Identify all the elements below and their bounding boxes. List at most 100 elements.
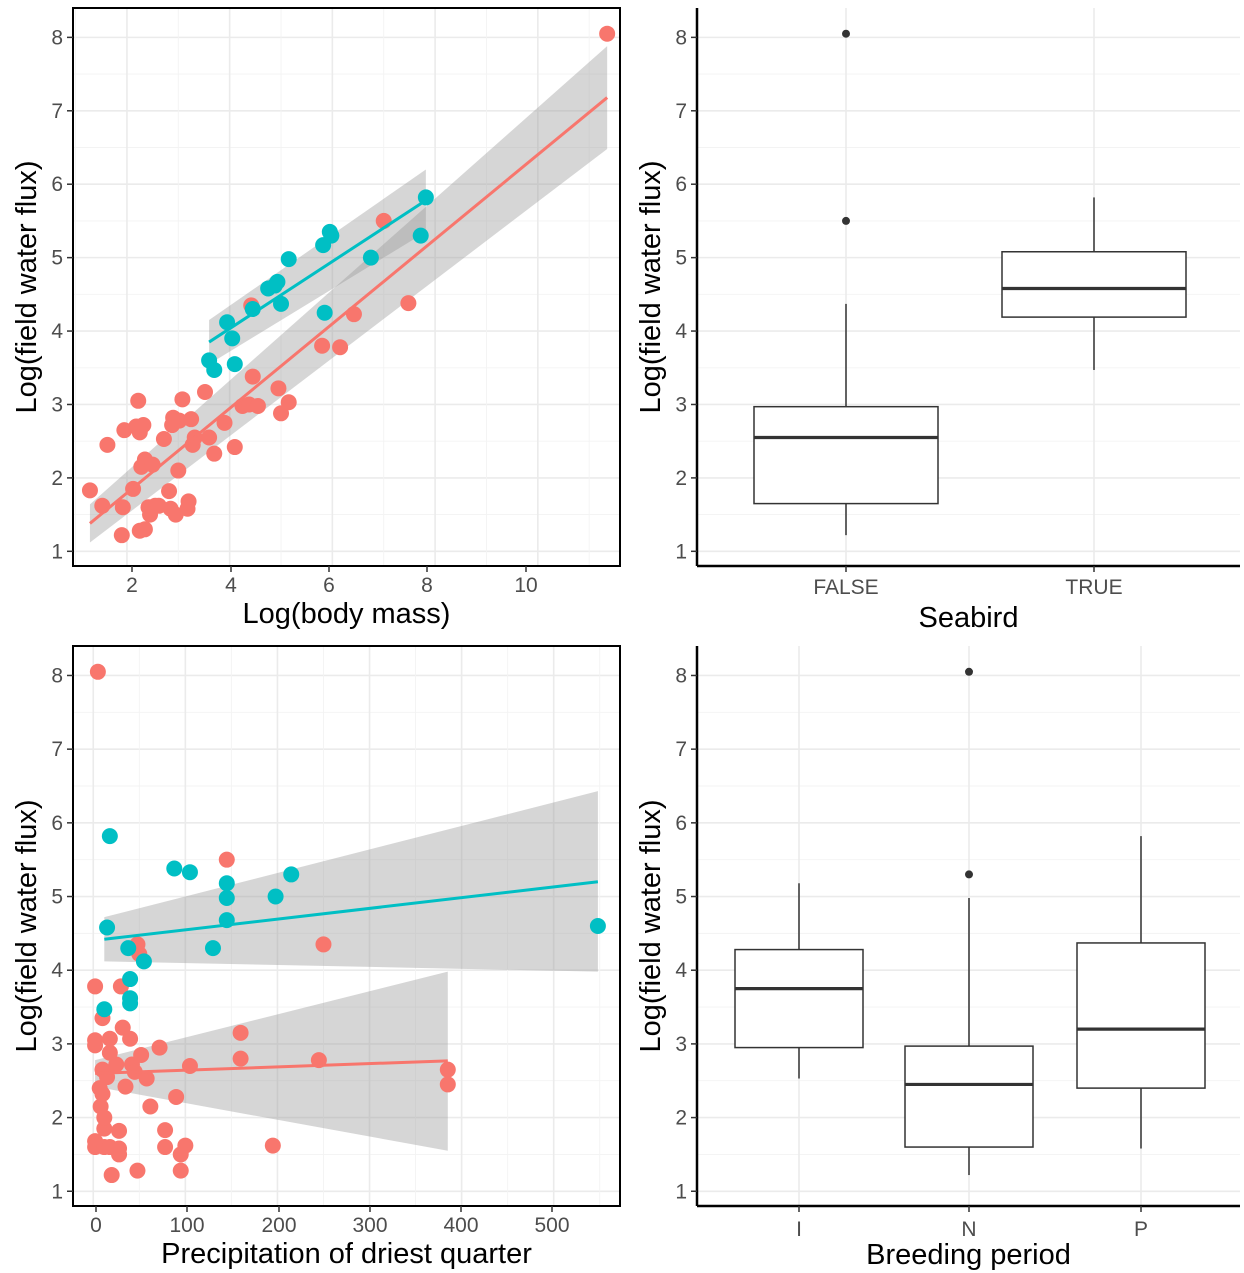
y-axis-title: Log(field water flux) <box>635 799 667 1052</box>
data-point <box>111 1140 128 1157</box>
y-axis-title: Log(field water flux) <box>11 160 43 413</box>
y-tick-label: 3 <box>51 1033 63 1056</box>
data-point <box>218 875 235 892</box>
data-point <box>157 1122 174 1139</box>
data-point <box>283 866 300 883</box>
x-tick-label: 500 <box>534 1214 569 1237</box>
y-tick-label: 6 <box>675 173 687 196</box>
data-point <box>232 1024 249 1041</box>
data-point <box>117 1078 134 1095</box>
interquartile-box <box>753 405 939 505</box>
data-point <box>113 527 130 544</box>
category-label: FALSE <box>813 576 878 599</box>
y-tick-label: 5 <box>51 247 63 270</box>
y-tick-label: 5 <box>51 886 63 909</box>
y-tick-label: 6 <box>675 812 687 835</box>
data-point <box>206 361 223 378</box>
y-tick-label: 6 <box>51 173 63 196</box>
data-point <box>264 1137 281 1154</box>
data-point <box>120 940 137 957</box>
y-tick-label: 7 <box>51 738 63 761</box>
y-tick-label: 8 <box>51 26 63 49</box>
series-points <box>96 828 606 1018</box>
x-tick-label: 200 <box>261 1214 296 1237</box>
interquartile-box <box>1076 942 1206 1089</box>
interquartile-box <box>734 948 864 1049</box>
confidence-band <box>104 791 598 972</box>
y-tick-label: 3 <box>51 393 63 416</box>
y-tick-label: 8 <box>51 664 63 687</box>
data-point <box>101 828 118 845</box>
y-tick-label: 5 <box>675 886 687 909</box>
data-point <box>155 430 172 447</box>
data-point <box>101 1044 118 1061</box>
y-tick-label: 3 <box>675 393 687 416</box>
data-point <box>226 356 243 373</box>
data-point <box>244 368 261 385</box>
data-point <box>226 439 243 456</box>
y-tick-label: 4 <box>51 959 63 982</box>
data-point <box>345 306 362 323</box>
data-point <box>412 227 429 244</box>
data-point <box>151 1039 168 1056</box>
data-point <box>174 391 191 408</box>
x-axis-title: Seabird <box>919 602 1019 634</box>
data-point <box>273 295 290 312</box>
panel-border <box>72 7 621 567</box>
data-point <box>439 1076 456 1093</box>
data-point <box>103 1167 120 1184</box>
data-point <box>89 663 106 680</box>
data-point <box>114 499 131 516</box>
data-point <box>129 1162 146 1179</box>
box-false <box>753 29 939 536</box>
box-p <box>1076 836 1206 1149</box>
data-point <box>180 493 197 510</box>
data-point <box>136 521 153 538</box>
panel-breeding-boxplot: 1 2 3 4 5 6 7 8 I N P Breeding period Log(field wate… <box>635 646 1240 1271</box>
data-point <box>167 506 184 523</box>
data-point <box>166 860 183 877</box>
outlier-point <box>842 216 850 225</box>
interquartile-box <box>904 1045 1034 1148</box>
x-tick-label: 400 <box>443 1214 478 1237</box>
y-tick-label: 7 <box>675 738 687 761</box>
data-point <box>133 1046 150 1063</box>
data-point <box>589 918 606 934</box>
data-point <box>204 940 221 957</box>
panel-seabird-boxplot: 1 2 3 4 5 6 7 8 FALSE TRUE Seabird Log(field water … <box>635 8 1240 634</box>
x-tick-label: 0 <box>90 1214 102 1237</box>
data-point <box>249 397 266 414</box>
data-point <box>280 394 297 411</box>
outlier-point <box>965 870 973 879</box>
y-tick-label: 5 <box>675 247 687 270</box>
data-point <box>135 953 152 970</box>
data-point <box>168 1088 185 1105</box>
category-label: N <box>961 1218 976 1241</box>
y-tick-label: 1 <box>51 1180 63 1203</box>
category-label: I <box>796 1218 802 1241</box>
y-tick-label: 7 <box>51 100 63 123</box>
data-point <box>99 436 116 453</box>
x-axis-title: Breeding period <box>866 1239 1071 1271</box>
box-n <box>904 667 1034 1176</box>
panel-border <box>72 645 621 1207</box>
y-tick-label: 1 <box>51 540 63 563</box>
y-tick-label: 2 <box>675 467 687 490</box>
data-point <box>130 392 147 409</box>
data-point <box>218 851 235 868</box>
data-point <box>206 445 223 462</box>
regression-line <box>95 1059 448 1075</box>
data-point <box>96 1120 113 1137</box>
data-point <box>135 417 152 434</box>
regression-line <box>88 96 609 525</box>
confidence-band <box>95 971 448 1151</box>
data-point <box>157 1139 174 1156</box>
data-point <box>362 249 379 266</box>
data-point <box>87 1037 104 1054</box>
data-point <box>108 1056 125 1073</box>
data-point <box>138 1070 155 1087</box>
data-point <box>315 936 332 953</box>
data-point <box>439 1061 456 1078</box>
x-axis-title: Precipitation of driest quarter <box>161 1238 532 1270</box>
